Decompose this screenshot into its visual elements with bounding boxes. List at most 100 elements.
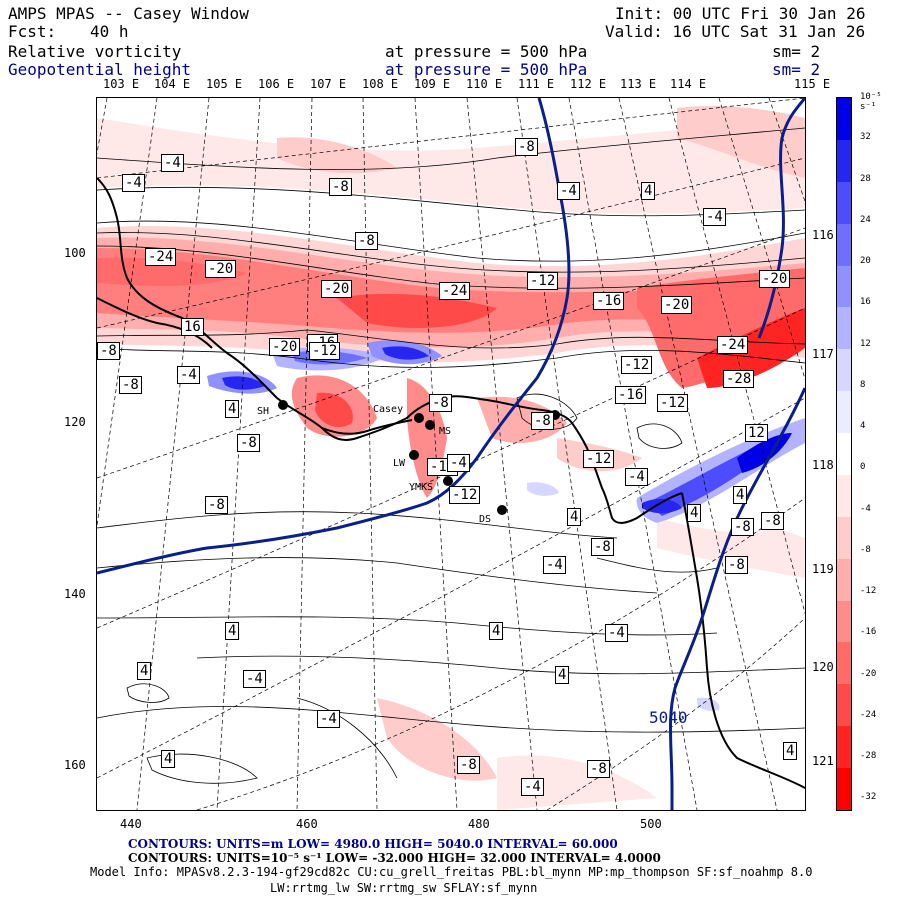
colorbar-tick: -12 <box>860 586 877 597</box>
y-tick-160: 160 <box>64 758 86 772</box>
top-lon-label: 115 E <box>794 77 831 91</box>
colorbar-segment <box>837 98 851 141</box>
top-lon-label: 106 E <box>258 77 295 91</box>
colorbar-segment <box>837 726 851 769</box>
colorbar <box>836 97 852 811</box>
contour-label: -8 <box>731 518 754 536</box>
contour-label: -16 <box>593 292 625 310</box>
contour-label: -4 <box>543 556 566 574</box>
contour-label: -20 <box>661 296 693 314</box>
station-lw <box>409 450 419 460</box>
footer-model-info: Model Info: MPASv8.2.3-194-gf29cd82c CU:… <box>90 865 813 879</box>
field2-smoothing: sm= 2 <box>772 60 821 79</box>
colorbar-tick: 24 <box>860 214 871 225</box>
field1-name: Relative vorticity <box>8 42 182 61</box>
colorbar-tick: -8 <box>860 544 871 555</box>
contour-label: -8 <box>205 496 228 514</box>
contour-label: -8 <box>591 538 614 556</box>
station-label: Casey <box>373 404 404 415</box>
station-ms <box>425 420 435 430</box>
colorbar-segment <box>837 265 851 308</box>
contour-label: -12 <box>583 450 615 468</box>
footer-model-info-2: LW:rrtmg_lw SW:rrtmg_sw SFLAY:sf_mynn <box>270 881 538 895</box>
station-casey <box>414 413 424 423</box>
colorbar-segment <box>837 391 851 434</box>
y-tick-140: 140 <box>64 587 86 601</box>
colorbar-segment <box>837 558 851 602</box>
contour-label: 4 <box>489 622 504 640</box>
x-tick-440: 440 <box>120 817 142 831</box>
contour-label: -12 <box>657 394 689 412</box>
init-time: Init: 00 UTC Fri 30 Jan 26 <box>615 4 866 23</box>
geopotential-contour-5040 <box>97 98 805 810</box>
colorbar-segment <box>837 307 851 350</box>
field2-level: at pressure = 500 hPa <box>385 60 588 79</box>
colorbar-segment <box>837 600 851 643</box>
top-lon-label: 111 E <box>518 77 555 91</box>
y-tick-120: 120 <box>64 415 86 429</box>
colorbar-segment <box>837 768 851 811</box>
map-title: AMPS MPAS -- Casey Window <box>8 4 249 23</box>
contour-label: 4 <box>161 750 176 768</box>
colorbar-unit: 10⁻⁵ s⁻¹ <box>860 92 882 112</box>
contour-label: -4 <box>605 624 628 642</box>
contour-label: -4 <box>703 208 726 226</box>
contour-label: -8 <box>725 556 748 574</box>
contour-label: -24 <box>717 336 749 354</box>
contour-label: 4 <box>783 742 798 760</box>
station-label: MS <box>439 426 452 437</box>
colorbar-tick: 4 <box>860 421 866 432</box>
contour-label: 4 <box>225 622 240 640</box>
station-sh <box>278 400 288 410</box>
contour-label: 4 <box>687 504 702 522</box>
top-lon-label: 113 E <box>620 77 657 91</box>
y-tick-100: 100 <box>64 246 86 260</box>
contour-label: -12 <box>309 342 341 360</box>
contour-label: -8 <box>515 138 538 156</box>
colorbar-segment <box>837 223 851 267</box>
colorbar-tick: -20 <box>860 668 877 679</box>
colorbar-segment <box>837 139 851 183</box>
forecast-label: Fcst: <box>8 22 57 41</box>
contour-label: -20 <box>759 270 791 288</box>
contour-label: -4 <box>521 778 544 796</box>
valid-time: Valid: 16 UTC Sat 31 Jan 26 <box>605 22 866 41</box>
contour-label: -4 <box>122 174 145 192</box>
contour-label: 4 <box>733 486 748 504</box>
contour-label: -8 <box>587 760 610 778</box>
colorbar-tick: -24 <box>860 709 877 720</box>
height-contour-label: 5040 <box>649 708 688 727</box>
top-lon-label: 108 E <box>362 77 399 91</box>
field1-level: at pressure = 500 hPa <box>385 42 588 61</box>
top-lon-label: 104 E <box>154 77 191 91</box>
coastline <box>97 177 805 789</box>
contour-label: -8 <box>237 434 260 452</box>
contour-label: -4 <box>177 366 200 384</box>
contour-label: -8 <box>457 756 480 774</box>
top-lon-label: 110 E <box>466 77 503 91</box>
contour-label: -4 <box>625 468 648 486</box>
colorbar-tick: 0 <box>860 462 866 473</box>
colorbar-segment <box>837 181 851 225</box>
contour-label: -8 <box>429 394 452 412</box>
colorbar-tick: 12 <box>860 338 871 349</box>
field1-smoothing: sm= 2 <box>772 42 821 61</box>
colorbar-tick: -32 <box>860 792 877 803</box>
contour-label: 12 <box>745 424 768 442</box>
colorbar-tick: 16 <box>860 297 871 308</box>
top-lon-label: 105 E <box>206 77 243 91</box>
top-lon-label: 109 E <box>414 77 451 91</box>
colorbar-tick: 8 <box>860 379 866 390</box>
contour-label: -4 <box>243 670 266 688</box>
station-label: LW <box>393 458 406 469</box>
contour-label: 4 <box>567 508 582 526</box>
contour-label: -12 <box>621 356 653 374</box>
station-label: YMKS <box>409 482 434 493</box>
colorbar-segment <box>837 516 851 560</box>
contour-label: -4 <box>447 454 470 472</box>
x-tick-500: 500 <box>640 817 662 831</box>
contour-label: 4 <box>641 182 656 200</box>
colorbar-segment <box>837 433 851 476</box>
contour-label: -20 <box>321 280 353 298</box>
colorbar-segment <box>837 474 851 518</box>
